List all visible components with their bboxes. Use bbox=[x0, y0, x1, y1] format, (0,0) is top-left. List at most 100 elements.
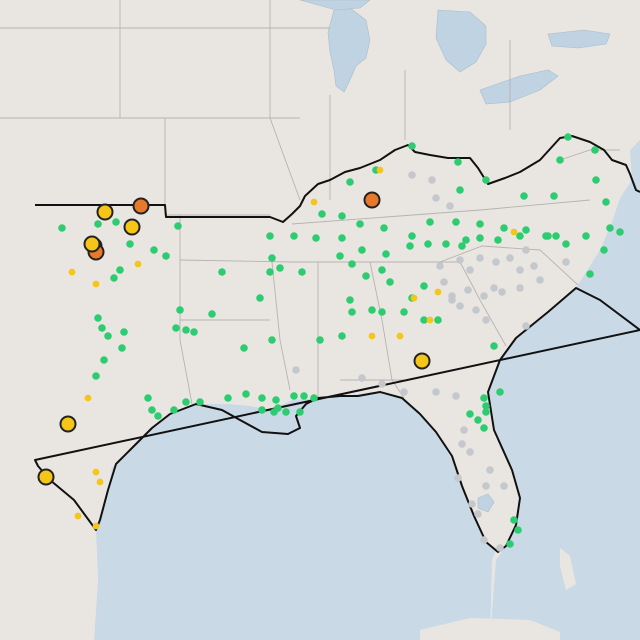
gray-marker[interactable] bbox=[400, 388, 408, 396]
green-marker[interactable] bbox=[104, 332, 112, 340]
green-marker[interactable] bbox=[300, 392, 308, 400]
green-marker[interactable] bbox=[336, 252, 344, 260]
green-marker[interactable] bbox=[58, 224, 66, 232]
green-marker[interactable] bbox=[378, 266, 386, 274]
green-marker[interactable] bbox=[120, 328, 128, 336]
green-marker[interactable] bbox=[258, 394, 266, 402]
green-marker[interactable] bbox=[290, 232, 298, 240]
green-marker[interactable] bbox=[362, 272, 370, 280]
green-marker[interactable] bbox=[480, 424, 488, 432]
green-marker[interactable] bbox=[94, 314, 102, 322]
gray-marker[interactable] bbox=[522, 246, 530, 254]
green-marker[interactable] bbox=[552, 232, 560, 240]
yellow-marker[interactable] bbox=[510, 228, 518, 236]
green-marker[interactable] bbox=[550, 192, 558, 200]
green-marker[interactable] bbox=[522, 226, 530, 234]
green-marker[interactable] bbox=[514, 526, 522, 534]
yellow-marker[interactable] bbox=[134, 260, 142, 268]
yellow-marker[interactable] bbox=[410, 294, 418, 302]
green-marker[interactable] bbox=[586, 270, 594, 278]
gray-marker[interactable] bbox=[436, 262, 444, 270]
yellow-large-marker[interactable] bbox=[83, 235, 101, 253]
gray-marker[interactable] bbox=[500, 482, 508, 490]
green-marker[interactable] bbox=[474, 416, 482, 424]
green-marker[interactable] bbox=[272, 396, 280, 404]
green-marker[interactable] bbox=[348, 260, 356, 268]
green-marker[interactable] bbox=[582, 232, 590, 240]
green-marker[interactable] bbox=[310, 394, 318, 402]
gray-marker[interactable] bbox=[482, 482, 490, 490]
green-marker[interactable] bbox=[170, 406, 178, 414]
green-marker[interactable] bbox=[176, 306, 184, 314]
green-marker[interactable] bbox=[600, 246, 608, 254]
green-marker[interactable] bbox=[591, 146, 599, 154]
green-marker[interactable] bbox=[258, 406, 266, 414]
gray-marker[interactable] bbox=[448, 296, 456, 304]
gray-marker[interactable] bbox=[456, 256, 464, 264]
green-marker[interactable] bbox=[296, 408, 304, 416]
yellow-marker[interactable] bbox=[92, 522, 100, 530]
green-marker[interactable] bbox=[520, 192, 528, 200]
green-marker[interactable] bbox=[358, 246, 366, 254]
gray-marker[interactable] bbox=[468, 500, 476, 508]
green-marker[interactable] bbox=[312, 234, 320, 242]
gray-marker[interactable] bbox=[486, 466, 494, 474]
gray-marker[interactable] bbox=[492, 258, 500, 266]
green-marker[interactable] bbox=[218, 268, 226, 276]
yellow-marker[interactable] bbox=[426, 316, 434, 324]
green-marker[interactable] bbox=[144, 394, 152, 402]
gray-marker[interactable] bbox=[474, 510, 482, 518]
green-marker[interactable] bbox=[482, 408, 490, 416]
green-marker[interactable] bbox=[100, 356, 108, 364]
green-marker[interactable] bbox=[378, 308, 386, 316]
green-marker[interactable] bbox=[516, 232, 524, 240]
gray-marker[interactable] bbox=[562, 258, 570, 266]
markers-layer[interactable] bbox=[37, 133, 624, 552]
gray-marker[interactable] bbox=[446, 202, 454, 210]
yellow-marker[interactable] bbox=[96, 478, 104, 486]
green-marker[interactable] bbox=[162, 252, 170, 260]
green-marker[interactable] bbox=[408, 142, 416, 150]
green-marker[interactable] bbox=[454, 158, 462, 166]
green-marker[interactable] bbox=[346, 296, 354, 304]
gray-marker[interactable] bbox=[516, 284, 524, 292]
gray-marker[interactable] bbox=[452, 392, 460, 400]
green-marker[interactable] bbox=[386, 278, 394, 286]
green-marker[interactable] bbox=[266, 268, 274, 276]
gray-marker[interactable] bbox=[408, 171, 416, 179]
green-marker[interactable] bbox=[268, 336, 276, 344]
gray-marker[interactable] bbox=[456, 302, 464, 310]
green-marker[interactable] bbox=[338, 332, 346, 340]
gray-marker[interactable] bbox=[496, 544, 504, 552]
green-marker[interactable] bbox=[556, 156, 564, 164]
gray-marker[interactable] bbox=[466, 266, 474, 274]
gray-marker[interactable] bbox=[460, 426, 468, 434]
green-marker[interactable] bbox=[592, 176, 600, 184]
green-marker[interactable] bbox=[110, 274, 118, 282]
yellow-marker[interactable] bbox=[434, 288, 442, 296]
green-marker[interactable] bbox=[338, 212, 346, 220]
green-marker[interactable] bbox=[458, 242, 466, 250]
gray-marker[interactable] bbox=[536, 276, 544, 284]
green-marker[interactable] bbox=[348, 308, 356, 316]
green-marker[interactable] bbox=[242, 390, 250, 398]
gray-marker[interactable] bbox=[480, 292, 488, 300]
green-marker[interactable] bbox=[420, 282, 428, 290]
yellow-marker[interactable] bbox=[92, 468, 100, 476]
gray-marker[interactable] bbox=[498, 288, 506, 296]
yellow-marker[interactable] bbox=[68, 268, 76, 276]
green-marker[interactable] bbox=[346, 178, 354, 186]
green-marker[interactable] bbox=[112, 218, 120, 226]
yellow-marker[interactable] bbox=[368, 332, 376, 340]
green-marker[interactable] bbox=[172, 324, 180, 332]
yellow-large-marker[interactable] bbox=[59, 415, 77, 433]
gray-marker[interactable] bbox=[506, 254, 514, 262]
green-marker[interactable] bbox=[500, 224, 508, 232]
green-marker[interactable] bbox=[290, 392, 298, 400]
gray-marker[interactable] bbox=[530, 262, 538, 270]
green-marker[interactable] bbox=[116, 266, 124, 274]
green-marker[interactable] bbox=[424, 240, 432, 248]
green-marker[interactable] bbox=[562, 240, 570, 248]
gray-marker[interactable] bbox=[432, 388, 440, 396]
